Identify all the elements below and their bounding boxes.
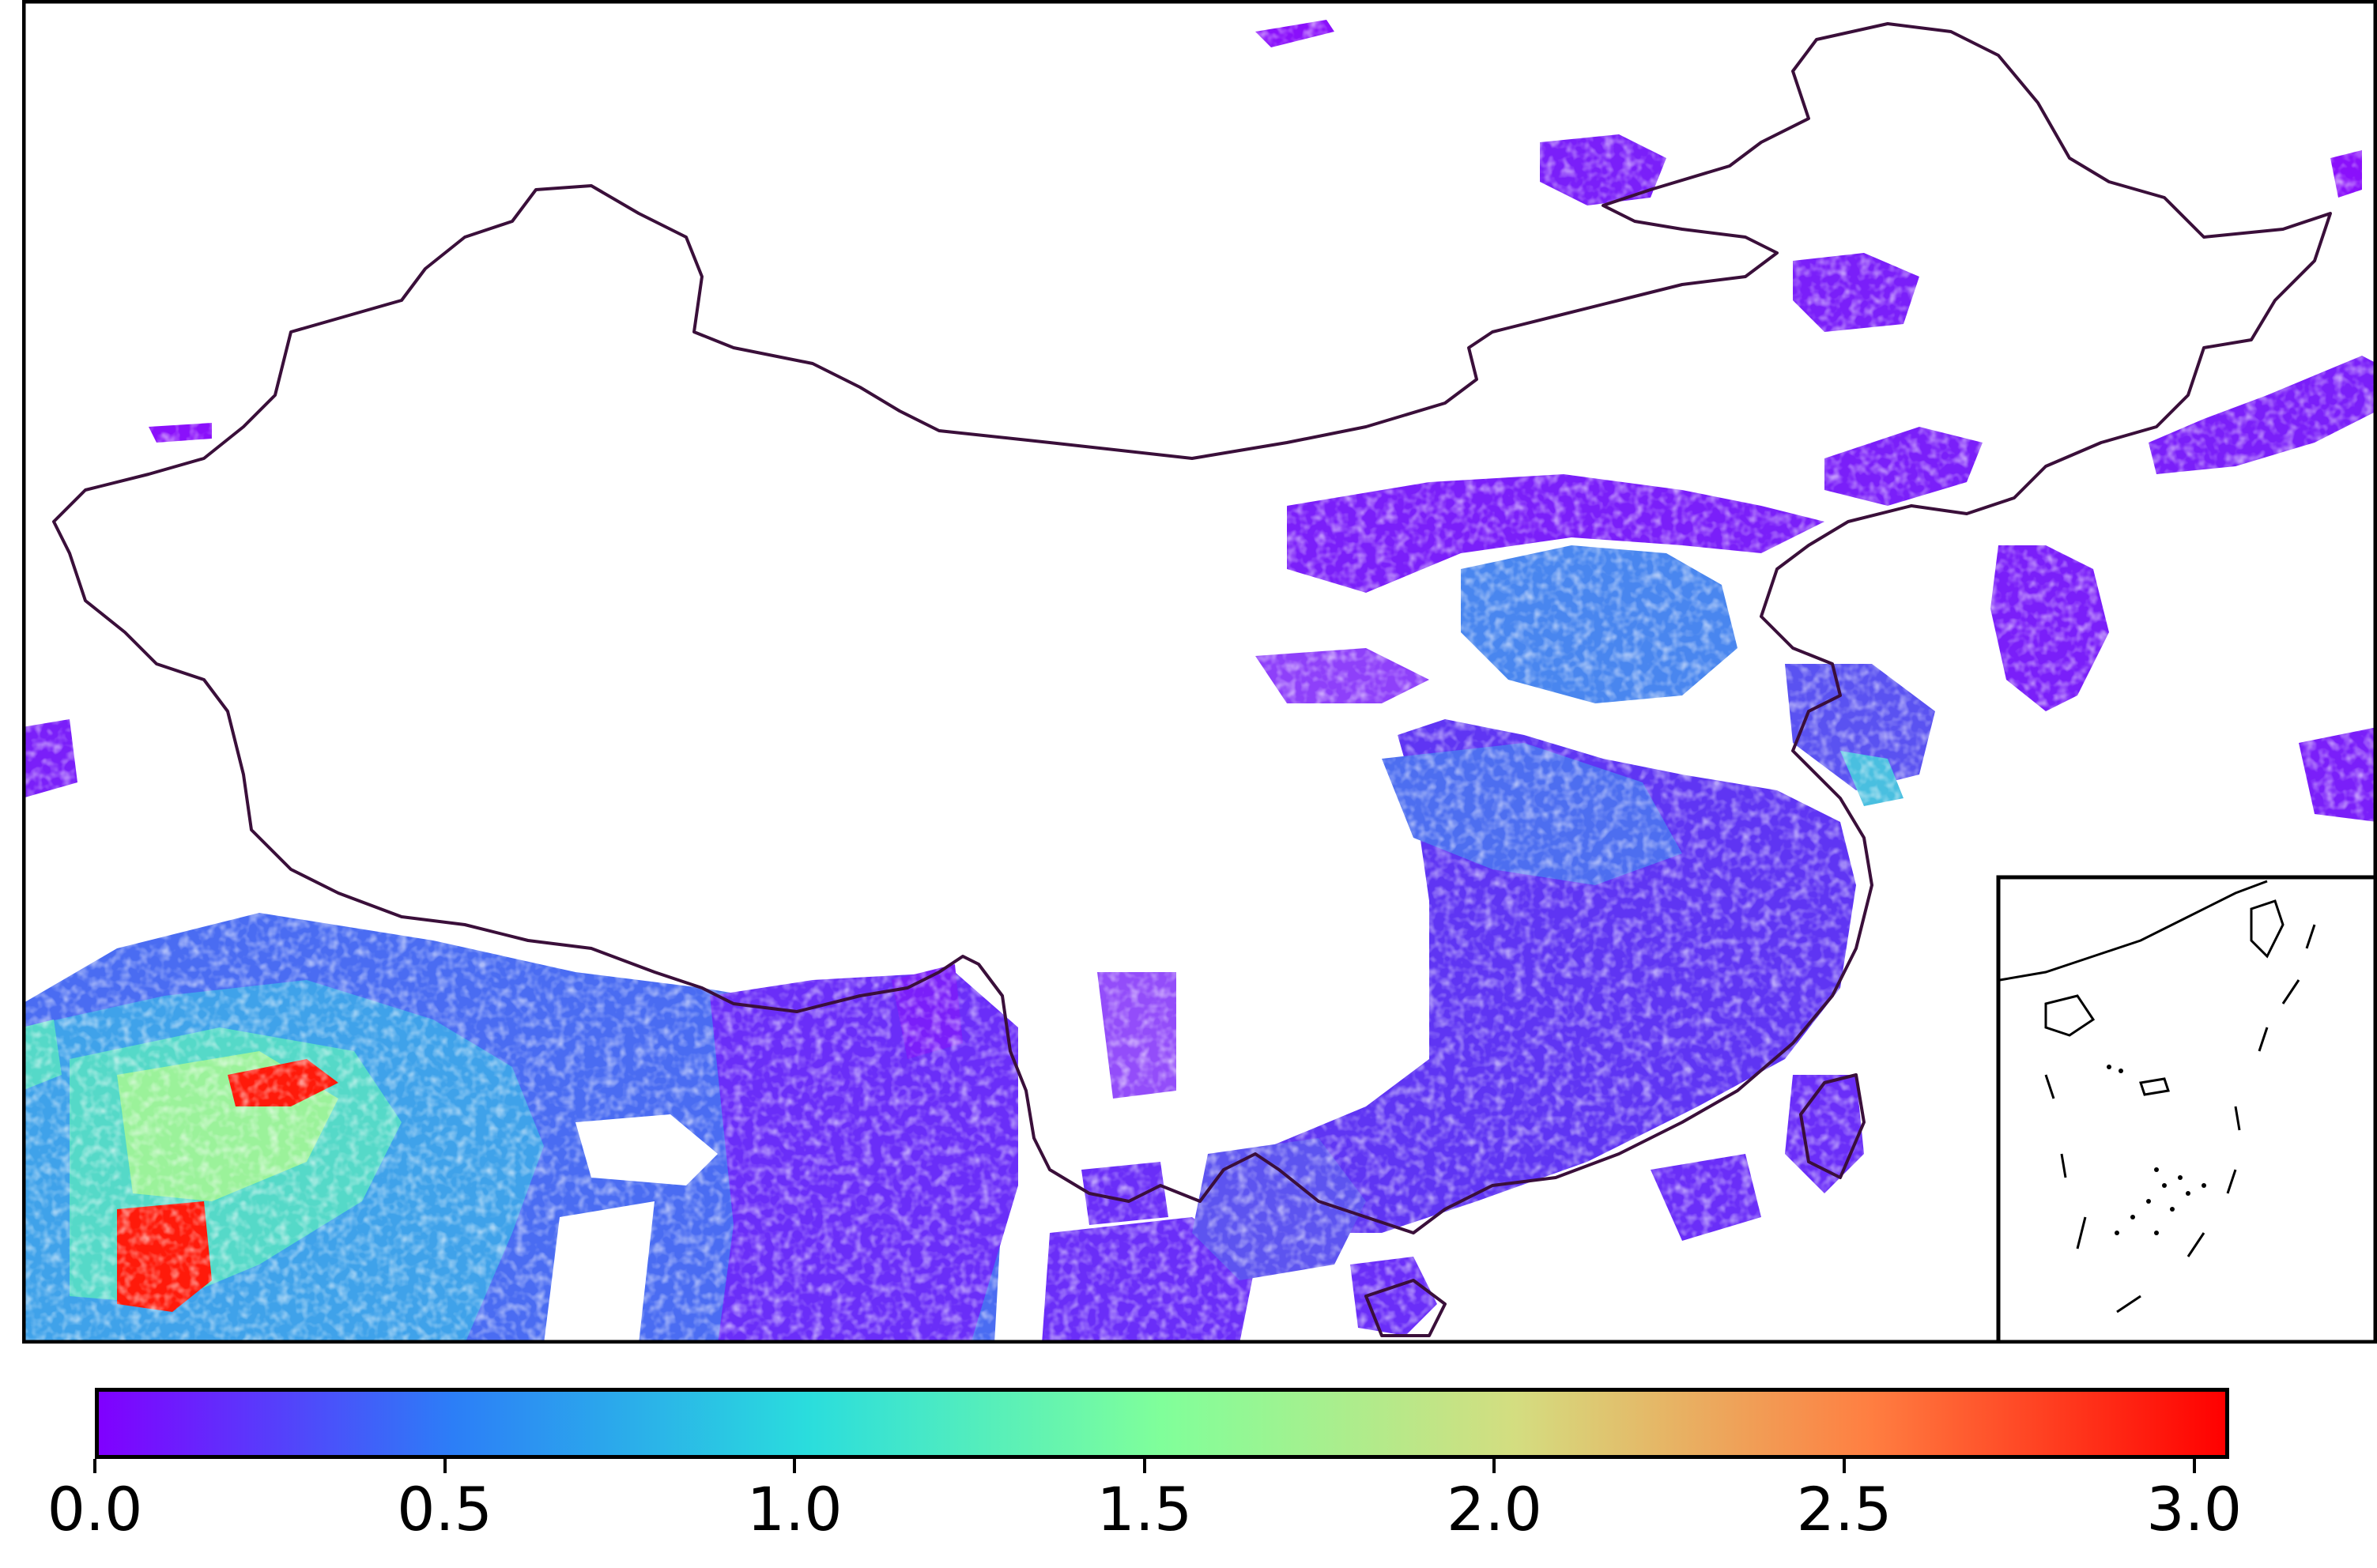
colorbar-tick-mark [93,1459,96,1473]
colorbar-tick-mark [1143,1459,1146,1473]
colorbar-tick-label: 3.0 [2115,1479,2273,1540]
colorbar-tick-mark [2193,1459,2196,1473]
colorbar-tick-label: 0.5 [366,1479,524,1540]
colorbar-axis: 0.0 0.5 1.0 1.5 2.0 2.5 3.0 [95,1459,2229,1568]
colorbar-tick-label: 2.5 [1765,1479,1923,1540]
map-panel [22,0,2377,1344]
colorbar-tick-label: 2.0 [1415,1479,1573,1540]
colorbar-tick-mark [793,1459,796,1473]
colorbar-tick-mark [1843,1459,1846,1473]
colorbar-tick-label: 0.0 [16,1479,174,1540]
colorbar-tick-label: 1.0 [715,1479,873,1540]
colorbar-tick-mark [443,1459,447,1473]
inset-map [1998,877,2375,1342]
colorbar-tick-mark [1492,1459,1496,1473]
colorbar-tick-label: 1.5 [1066,1479,1224,1540]
colorbar [95,1388,2229,1459]
